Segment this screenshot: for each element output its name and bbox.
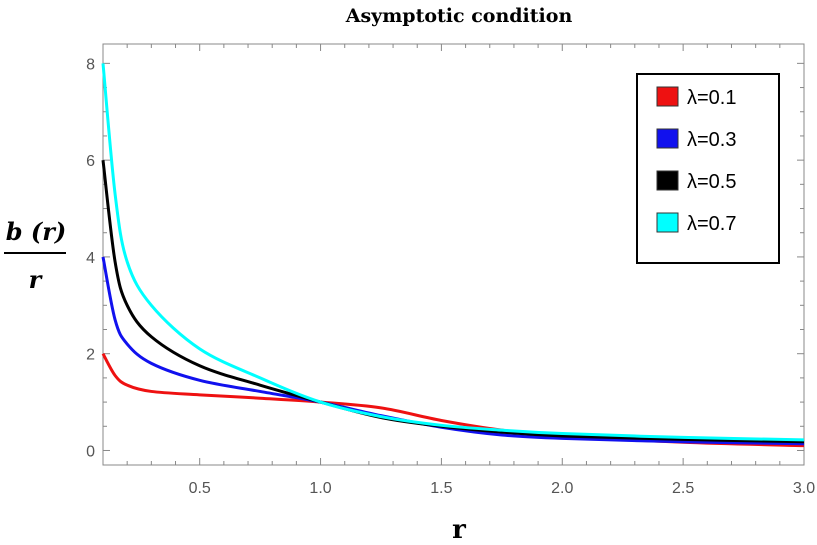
legend: λ=0.1 λ=0.3 λ=0.5 λ=0.7 bbox=[636, 73, 780, 264]
y-tick-label: 0 bbox=[86, 443, 95, 460]
x-tick-label: 0.5 bbox=[189, 480, 211, 497]
y-axis-label-denominator: r bbox=[29, 265, 44, 294]
legend-label: λ=0.1 bbox=[687, 87, 736, 109]
legend-label: λ=0.3 bbox=[687, 129, 736, 151]
y-tick-label: 2 bbox=[86, 347, 95, 364]
x-tick-label: 2.5 bbox=[672, 480, 694, 497]
chart-title: Asymptotic condition bbox=[345, 5, 573, 27]
series-line-4 bbox=[101, 63, 805, 442]
legend-label: λ=0.5 bbox=[687, 171, 736, 193]
series-lines bbox=[101, 63, 805, 448]
legend-swatch bbox=[656, 128, 679, 149]
series-line-1 bbox=[101, 352, 805, 448]
legend-swatch bbox=[656, 86, 679, 107]
x-tick-label: 3.0 bbox=[793, 480, 815, 497]
legend-swatch bbox=[656, 170, 679, 191]
series-line-2 bbox=[101, 256, 805, 446]
y-tick-label: 8 bbox=[86, 56, 95, 73]
y-axis-label: b (r) r bbox=[4, 217, 66, 294]
x-tick-label: 1.0 bbox=[309, 480, 331, 497]
y-tick-label: 6 bbox=[86, 153, 95, 170]
y-axis-label-numerator: b (r) bbox=[6, 217, 67, 246]
x-axis-label: r bbox=[452, 515, 466, 545]
x-tick-label: 1.5 bbox=[430, 480, 452, 497]
x-tick-label: 2.0 bbox=[551, 480, 573, 497]
x-axis-ticks: 0.5 1.0 1.5 2.0 2.5 3.0 bbox=[102, 44, 815, 497]
legend-swatch bbox=[656, 212, 679, 233]
legend-label: λ=0.7 bbox=[687, 213, 736, 235]
plot-frame bbox=[102, 43, 805, 466]
y-axis-ticks: 0 2 4 6 8 bbox=[86, 56, 804, 460]
y-tick-label: 4 bbox=[86, 250, 95, 267]
